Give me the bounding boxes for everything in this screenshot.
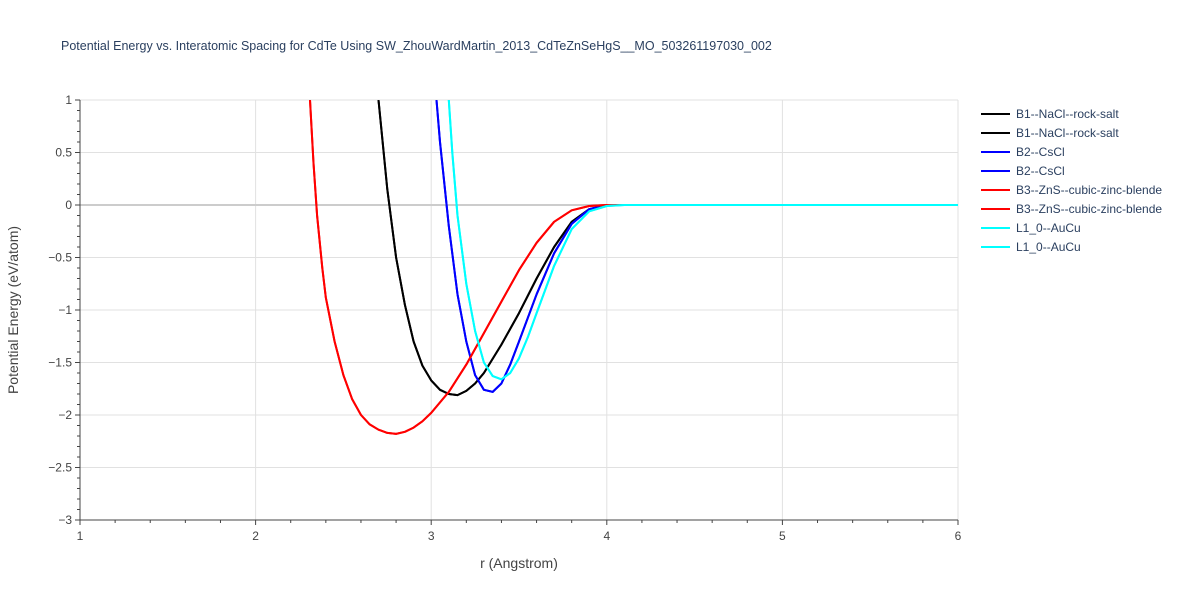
- series-line-2: [377, 100, 958, 397]
- legend-item[interactable]: B3--ZnS--cubic-zinc-blende: [981, 202, 1162, 216]
- legend-item[interactable]: B3--ZnS--cubic-zinc-blende: [981, 183, 1162, 197]
- y-tick-label: 1: [65, 93, 72, 107]
- x-tick-label: 4: [603, 529, 610, 543]
- y-axis-title: Potential Energy (eV/atom): [5, 226, 21, 394]
- x-tick-label: 2: [252, 529, 259, 543]
- legend-item[interactable]: L1_0--AuCu: [981, 221, 1081, 235]
- legend-label: B1--NaCl--rock-salt: [1016, 126, 1119, 140]
- legend-item[interactable]: B1--NaCl--rock-salt: [981, 107, 1119, 121]
- x-axis-ticks: 1 2 3 4 5 6: [77, 520, 962, 543]
- y-tick-label: 0: [65, 198, 72, 212]
- series-line-5: [309, 100, 958, 435]
- legend-label: L1_0--AuCu: [1016, 240, 1081, 254]
- x-tick-label: 1: [77, 529, 84, 543]
- legend-item[interactable]: B2--CsCl: [981, 145, 1065, 159]
- y-tick-label: −1: [58, 303, 72, 317]
- x-tick-label: 5: [779, 529, 786, 543]
- y-tick-label: −3: [58, 513, 72, 527]
- legend-item[interactable]: B1--NaCl--rock-salt: [981, 126, 1119, 140]
- legend-item[interactable]: B2--CsCl: [981, 164, 1065, 178]
- x-axis-title: r (Angstrom): [480, 555, 558, 571]
- y-axis-ticks: 1 0.5 0 −0.5 −1 −1.5 −2 −2.5 −3: [48, 93, 80, 527]
- y-tick-label: −1.5: [48, 356, 72, 370]
- legend-label: B3--ZnS--cubic-zinc-blende: [1016, 202, 1162, 216]
- series-line-1: [377, 100, 958, 397]
- chart-title: Potential Energy vs. Interatomic Spacing…: [61, 39, 772, 53]
- legend-item[interactable]: L1_0--AuCu: [981, 240, 1081, 254]
- x-tick-label: 6: [955, 529, 962, 543]
- legend[interactable]: B1--NaCl--rock-salt B1--NaCl--rock-salt B2…: [981, 107, 1162, 254]
- y-tick-label: −2.5: [48, 461, 72, 475]
- y-tick-label: −0.5: [48, 251, 72, 265]
- series-line-6: [309, 100, 958, 435]
- series-line-3: [435, 100, 958, 393]
- series-lines: [309, 100, 958, 435]
- y-tick-label: 0.5: [55, 146, 72, 160]
- legend-label: L1_0--AuCu: [1016, 221, 1081, 235]
- y-tick-label: −2: [58, 408, 72, 422]
- legend-label: B2--CsCl: [1016, 145, 1065, 159]
- series-line-7: [447, 100, 958, 381]
- grid-lines: [80, 99, 959, 521]
- series-line-4: [435, 100, 958, 393]
- legend-label: B2--CsCl: [1016, 164, 1065, 178]
- legend-label: B1--NaCl--rock-salt: [1016, 107, 1119, 121]
- series-line-8: [447, 100, 958, 381]
- x-tick-label: 3: [428, 529, 435, 543]
- legend-label: B3--ZnS--cubic-zinc-blende: [1016, 183, 1162, 197]
